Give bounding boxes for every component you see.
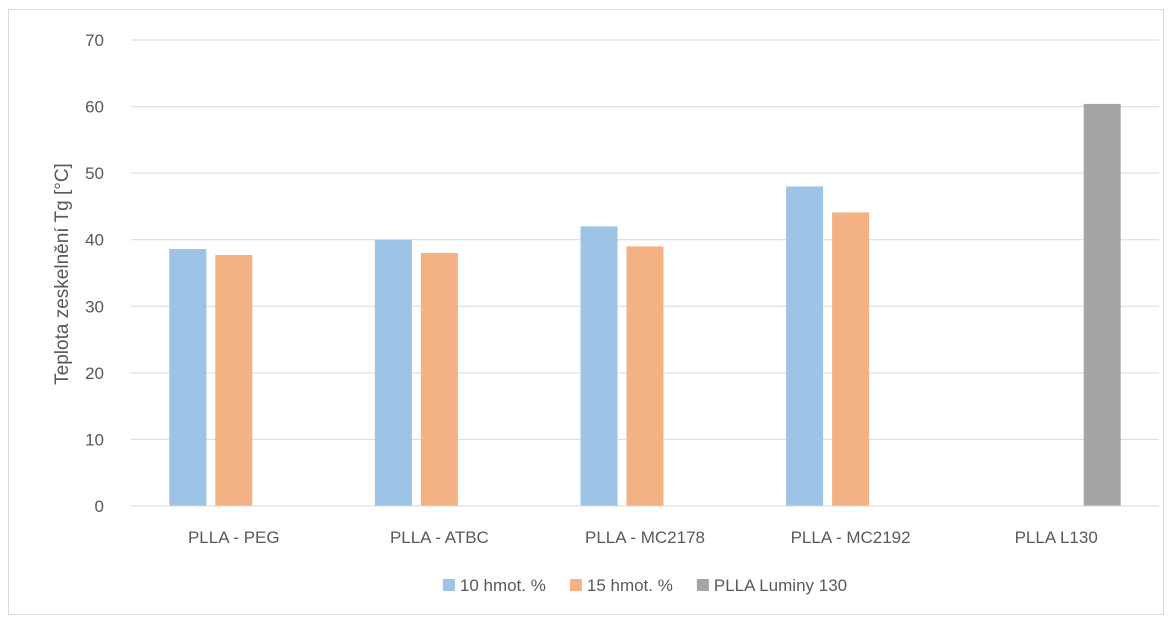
- y-tick-label: 10: [85, 430, 104, 449]
- gridlines: [131, 39, 1159, 440]
- y-tick-label: 60: [85, 98, 104, 117]
- legend-label-1: 10 hmot. %: [460, 576, 546, 595]
- y-axis-title: Teplota zeskelnění Tg [°C]: [52, 163, 73, 385]
- bar-2-4: [832, 212, 870, 507]
- x-axis-ticks: PLLA - PEG PLLA - ATBC PLLA - MC2178 PLLA -…: [188, 528, 1098, 547]
- y-tick-label: 30: [85, 297, 104, 316]
- bar-1-2: [374, 239, 412, 506]
- bars: [169, 103, 1121, 507]
- legend: 10 hmot. % 15 hmot. % PLLA Luminy 130: [442, 576, 847, 595]
- y-tick-label: 20: [85, 364, 104, 383]
- legend-swatch-2: [569, 579, 582, 591]
- bar-2-3: [626, 246, 664, 506]
- y-tick-label: 70: [85, 31, 104, 50]
- legend-label-2: 15 hmot. %: [587, 576, 673, 595]
- y-axis-ticks: 0 10 20 30 40 50 60 70: [85, 31, 104, 516]
- legend-label-3: PLLA Luminy 130: [714, 576, 847, 595]
- x-tick-label: PLLA - ATBC: [390, 528, 489, 547]
- legend-swatch-1: [442, 579, 455, 591]
- x-tick-label: PLLA - MC2192: [791, 528, 911, 547]
- y-tick-label: 50: [85, 164, 104, 183]
- x-tick-label: PLLA - PEG: [188, 528, 280, 547]
- x-tick-label: PLLA - MC2178: [585, 528, 705, 547]
- x-tick-label: PLLA L130: [1015, 528, 1098, 547]
- y-tick-label: 0: [95, 497, 104, 516]
- bar-1-4: [786, 186, 824, 506]
- bar-1-3: [580, 226, 618, 506]
- bar-3-5: [1083, 103, 1121, 506]
- bar-2-2: [420, 253, 458, 506]
- legend-swatch-3: [696, 579, 709, 591]
- y-tick-label: 40: [85, 231, 104, 250]
- bar-2-1: [215, 255, 253, 506]
- bar-1-1: [169, 249, 207, 506]
